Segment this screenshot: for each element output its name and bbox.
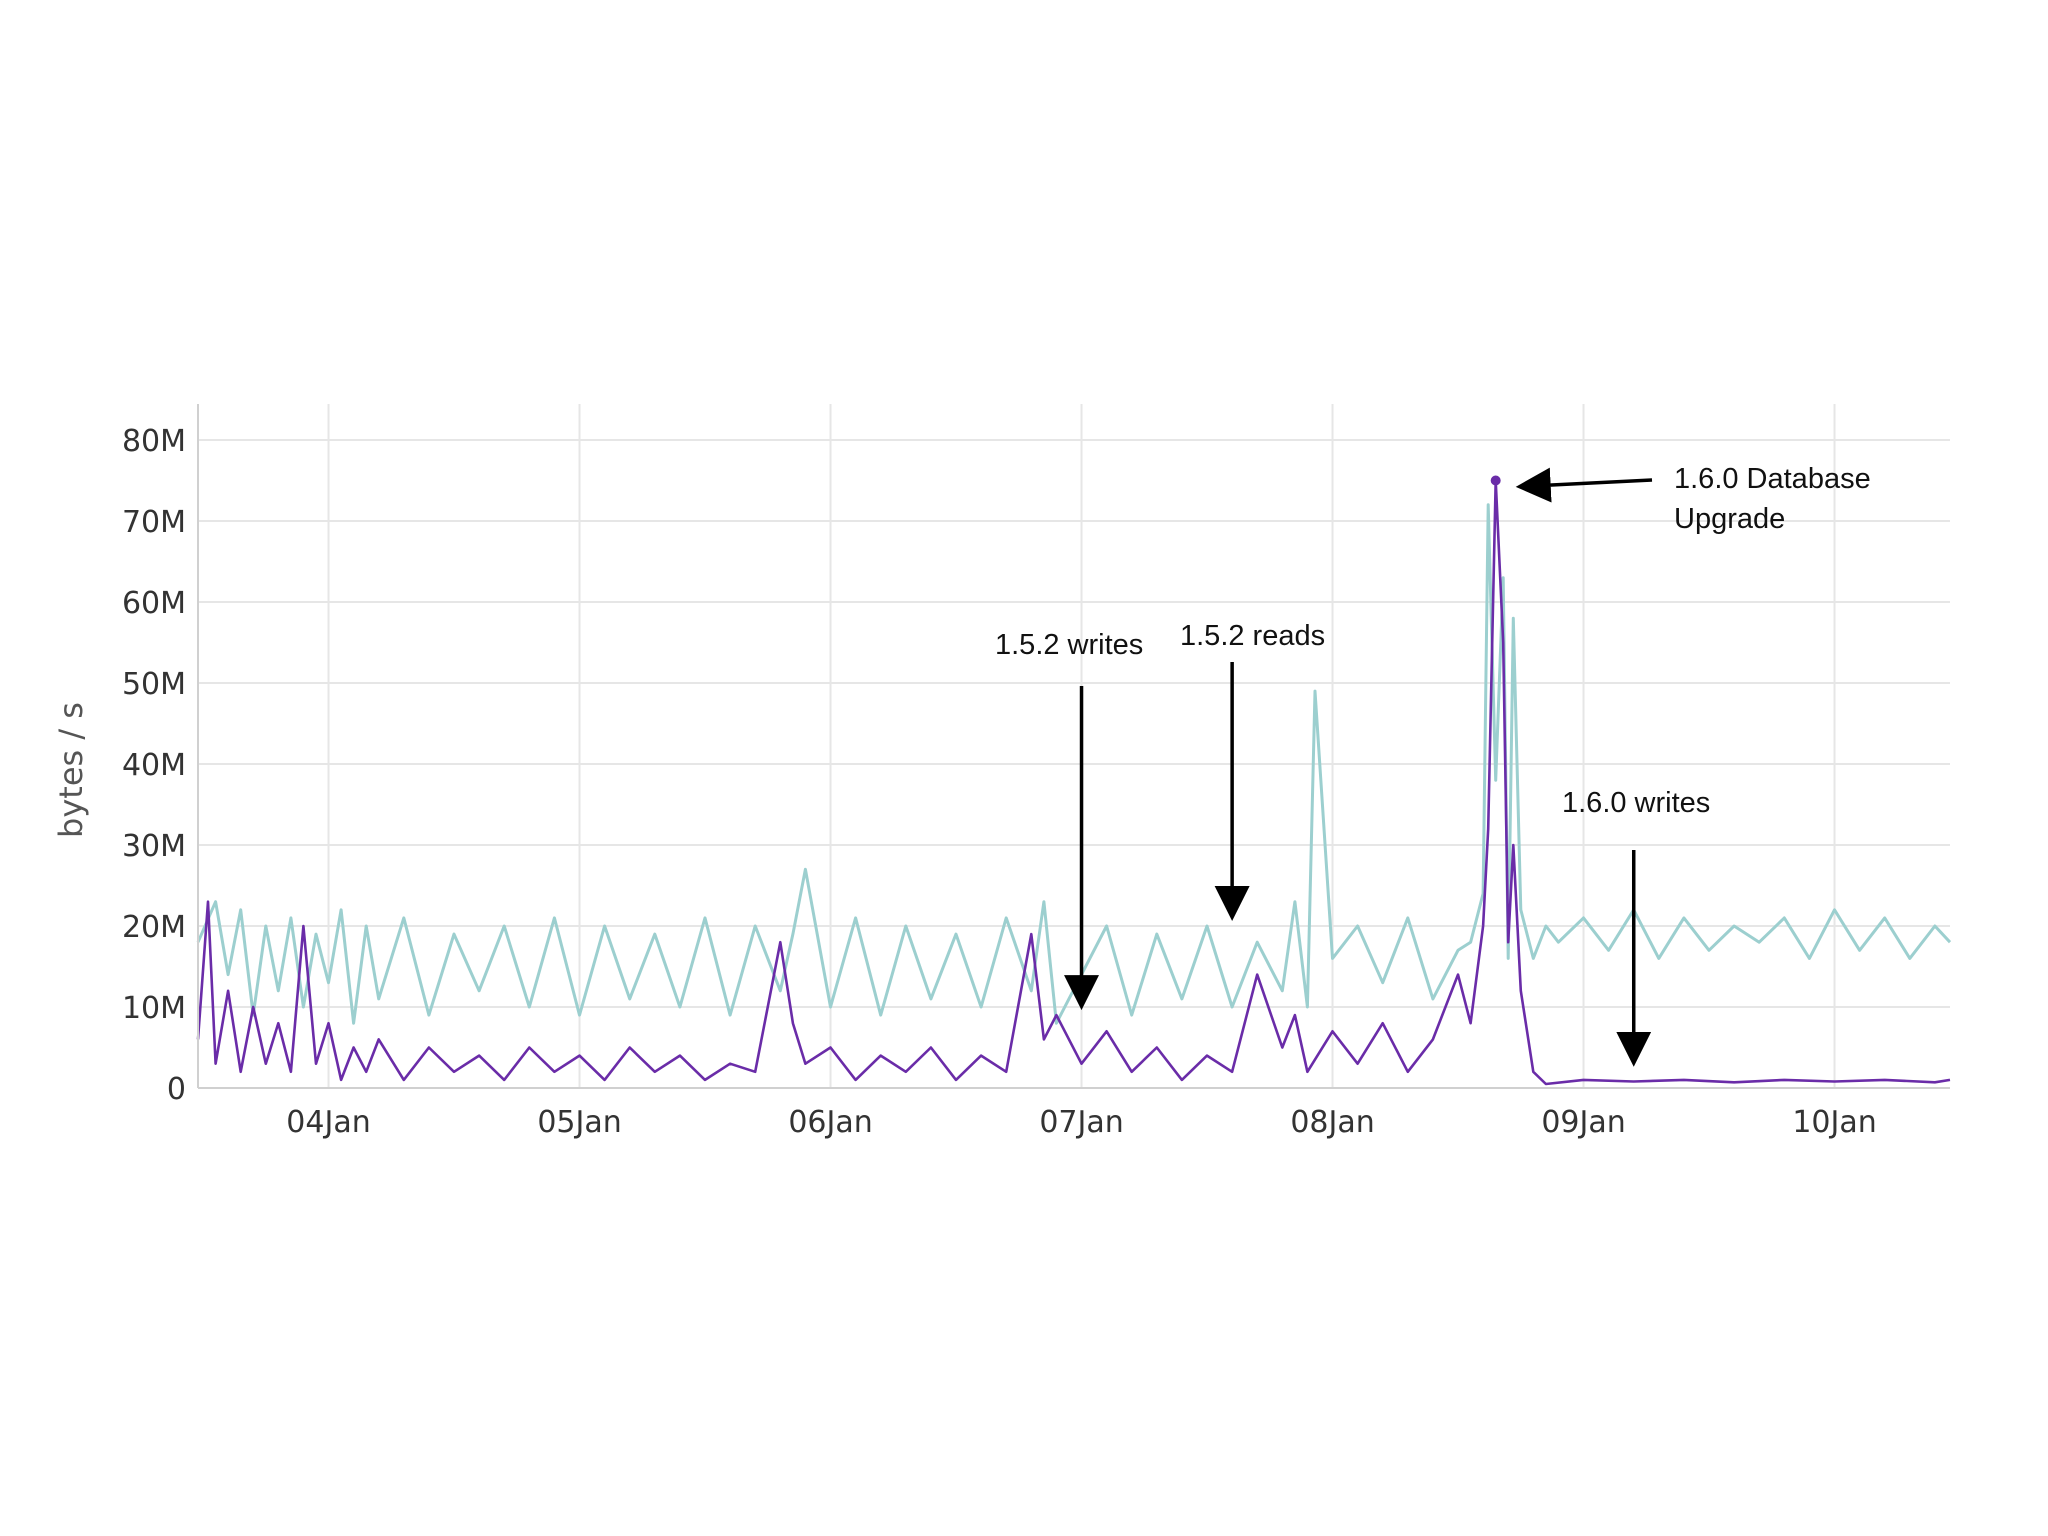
y-tick-label: 70M (122, 505, 186, 540)
x-tick-label: 05Jan (537, 1105, 621, 1140)
annotations: 1.6.0 Database Upgrade 1.5.2 writes 1.5.2 r… (995, 463, 1871, 1067)
y-tick-label: 20M (122, 910, 186, 945)
x-tick-label: 09Jan (1541, 1105, 1625, 1140)
y-tick-label: 60M (122, 586, 186, 621)
y-axis-label: bytes / s (52, 702, 90, 838)
y-tick-label: 10M (122, 991, 186, 1026)
annotation-label: 1.5.2 writes (995, 629, 1143, 661)
x-tick-label: 04Jan (286, 1105, 370, 1140)
annotation-arrow (1515, 467, 1653, 503)
x-tick-label: 08Jan (1290, 1105, 1374, 1140)
series-group (196, 475, 1952, 1086)
x-tick-label: 07Jan (1039, 1105, 1123, 1140)
annotation-label: 1.6.0 Database (1674, 463, 1871, 495)
series-line-purple (196, 479, 1951, 1086)
y-tick-label: 80M (122, 424, 186, 459)
y-tick-label: 30M (122, 829, 186, 864)
annotation-label: 1.6.0 writes (1562, 787, 1710, 819)
y-tick-label: 0 (167, 1072, 186, 1107)
annotation-label: 1.5.2 reads (1180, 620, 1325, 652)
x-tick-label: 10Jan (1792, 1105, 1876, 1140)
y-tick-label: 50M (122, 667, 186, 702)
x-tick-label: 06Jan (788, 1105, 872, 1140)
axes: 0 10M 20M 30M 40M 50M 60M 70M 80M 04Jan 05Jan 06Jan… (122, 404, 1950, 1140)
y-tick-label: 40M (122, 748, 186, 783)
peak-marker (1490, 475, 1501, 486)
annotation-label: Upgrade (1674, 503, 1785, 535)
